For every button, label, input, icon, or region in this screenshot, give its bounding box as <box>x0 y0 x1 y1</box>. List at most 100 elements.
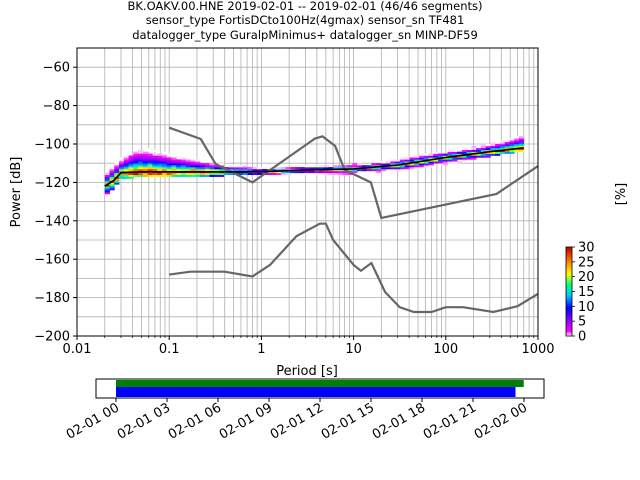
x-tick-label: 1000 <box>521 342 554 357</box>
psd-histogram-cell <box>485 145 491 149</box>
psd-histogram-cell <box>314 172 320 176</box>
psd-histogram-cell <box>119 176 125 179</box>
colorbar-segment <box>566 275 572 278</box>
psd-histogram-cell <box>404 157 410 160</box>
axes-frame <box>76 47 539 337</box>
psd-histogram-cell <box>109 167 115 170</box>
psd-histogram-cell <box>157 165 163 168</box>
psd-histogram-cell <box>161 168 168 172</box>
psd-histogram-cell <box>352 163 358 166</box>
psd-histogram-cell <box>171 161 177 164</box>
colorbar-tick-label: 20 <box>578 270 595 285</box>
psd-histogram-cell <box>161 159 168 162</box>
psd-histogram-cell <box>123 155 129 158</box>
psd-histogram-cell <box>185 159 191 162</box>
psd-histogram-cell <box>380 163 387 166</box>
colorbar-segment <box>566 290 572 292</box>
psd-histogram-cell <box>161 172 168 176</box>
psd-histogram-cell <box>423 157 429 160</box>
psd-histogram-cell <box>157 174 163 177</box>
psd-histogram-cell <box>219 168 225 172</box>
psd-histogram-cell <box>171 172 177 176</box>
psd-histogram-cell <box>490 151 496 154</box>
psd-histogram-cell <box>147 149 153 152</box>
psd-histogram-cell <box>152 149 158 152</box>
psd-histogram-cell <box>518 144 525 147</box>
psd-histogram-cell <box>161 163 168 166</box>
psd-histogram-cell <box>328 172 334 176</box>
psd-histogram-cell <box>390 167 396 170</box>
psd-histogram-cell <box>414 163 420 166</box>
psd-histogram-cell <box>518 149 525 152</box>
psd-histogram-cell <box>109 184 115 187</box>
psd-histogram-cell <box>366 170 372 174</box>
psd-histogram-cell <box>171 168 177 172</box>
psd-histogram-cell <box>199 165 206 168</box>
psd-histogram-cell <box>123 159 129 162</box>
psd-histogram-cell <box>128 155 134 158</box>
psd-histogram-cell <box>338 165 344 168</box>
colorbar-segment <box>566 251 572 254</box>
psd-histogram-cell <box>133 167 139 170</box>
psd-histogram-cell <box>433 153 439 156</box>
psd-histogram-cell <box>319 165 325 168</box>
colorbar-segment <box>566 269 572 272</box>
psd-histogram-cell <box>380 168 387 172</box>
colorbar-segment <box>566 315 572 318</box>
psd-histogram-cell <box>328 170 334 174</box>
psd-histogram-cell <box>114 167 120 170</box>
time-tick-label: 02-01 06 <box>166 400 224 442</box>
psd-histogram-cell <box>418 159 425 162</box>
colorbar-segment <box>566 306 572 309</box>
psd-histogram-cell <box>476 155 482 158</box>
psd-histogram-cell <box>133 155 139 158</box>
psd-histogram-cell <box>128 159 134 162</box>
psd-histogram-cell <box>166 168 172 172</box>
colorbar-tick-label: 5 <box>578 315 586 330</box>
psd-histogram-cell <box>128 168 134 172</box>
time-tick-label: 02-01 18 <box>370 400 428 442</box>
psd-histogram-cell <box>395 167 401 170</box>
psd-histogram-cell <box>195 168 201 172</box>
psd-histogram-cell <box>190 174 196 177</box>
psd-histogram-cell <box>452 159 458 162</box>
psd-histogram-cell <box>514 145 520 149</box>
psd-histogram-cell <box>442 157 448 160</box>
psd-histogram-cell <box>276 168 282 172</box>
psd-histogram-cell <box>195 159 201 162</box>
psd-histogram-cell <box>423 155 429 158</box>
psd-histogram-cell <box>176 163 182 166</box>
psd-histogram-cell <box>395 159 401 162</box>
psd-histogram-cell <box>152 155 158 158</box>
psd-histogram-cell <box>166 161 172 164</box>
psd-histogram-cell <box>476 145 482 149</box>
psd-histogram-cell <box>152 172 158 176</box>
psd-histogram-cell <box>228 167 234 170</box>
psd-histogram-cell <box>447 153 453 156</box>
psd-histogram-cell <box>342 172 348 176</box>
psd-histogram-cell <box>147 163 153 166</box>
psd-histogram-cell <box>228 168 234 172</box>
colorbar-segment <box>566 307 572 310</box>
psd-histogram-cell <box>119 165 125 168</box>
psd-histogram-cell <box>166 165 172 168</box>
psd-histogram-cell <box>161 167 168 170</box>
psd-histogram-cell <box>104 172 110 176</box>
colorbar-segment <box>566 258 572 261</box>
psd-histogram-cell <box>123 163 129 166</box>
psd-histogram-cell <box>128 172 134 176</box>
psd-histogram-cell <box>214 167 220 170</box>
psd-histogram-cell <box>104 188 110 191</box>
colorbar-segment <box>566 309 572 312</box>
psd-histogram-cell <box>499 145 506 149</box>
psd-histogram-cell <box>266 172 272 176</box>
colorbar-segment <box>566 261 572 264</box>
psd-histogram-cell <box>204 168 210 172</box>
psd-histogram-cell <box>442 155 448 158</box>
psd-histogram-cell <box>390 159 396 162</box>
psd-histogram-cell <box>504 144 510 147</box>
psd-histogram-cell <box>209 167 215 170</box>
colorbar-segment <box>566 272 572 275</box>
y-tick-label: −80 <box>43 99 70 114</box>
